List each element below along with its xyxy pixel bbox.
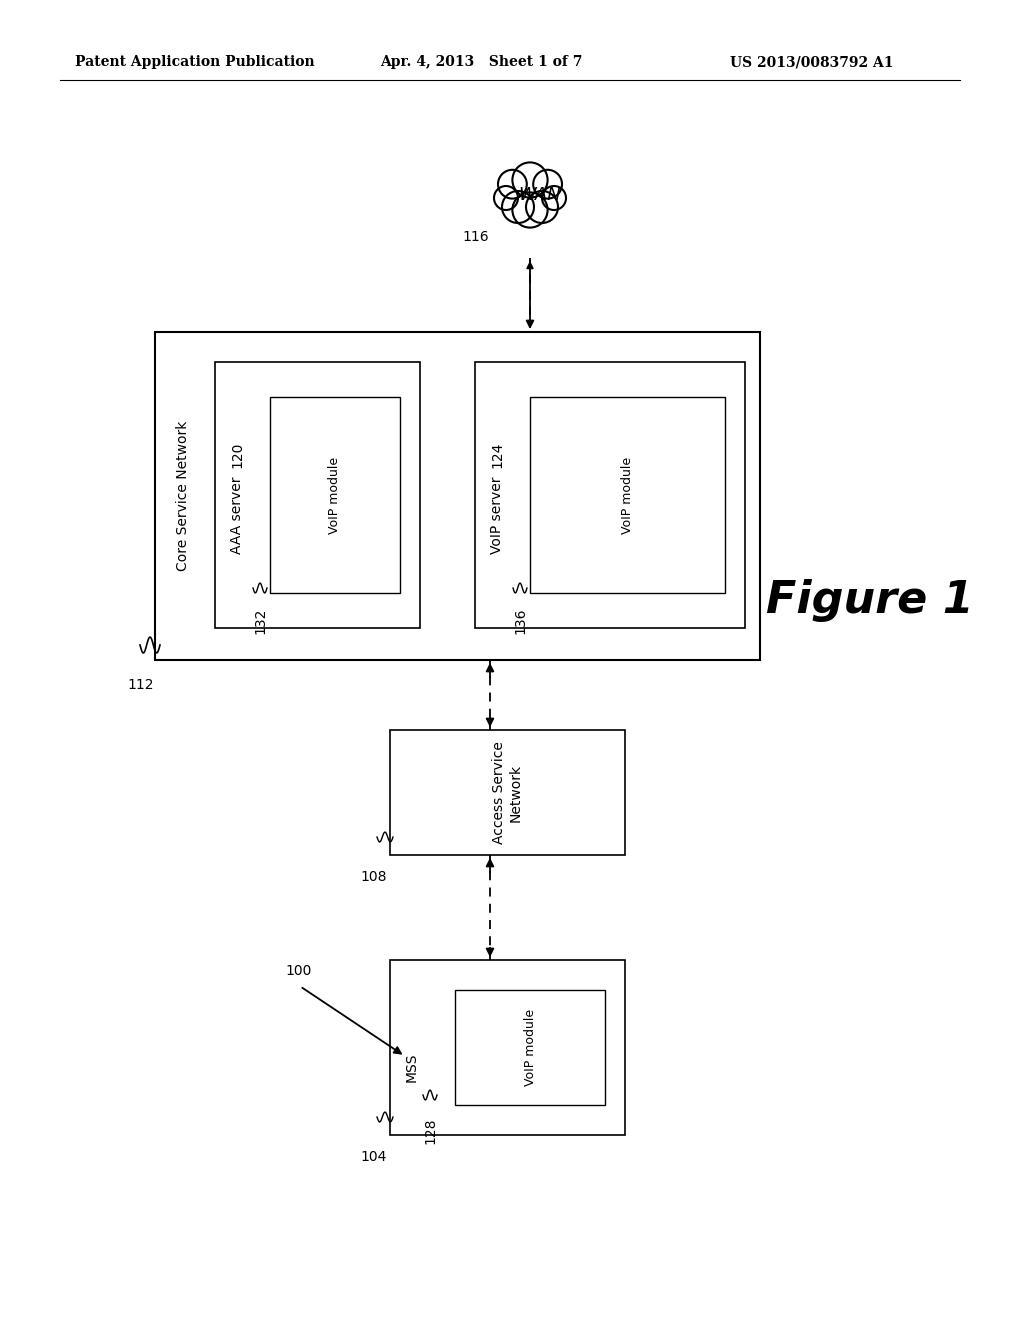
- Bar: [270, 397, 400, 593]
- Circle shape: [542, 186, 566, 210]
- Circle shape: [512, 193, 548, 227]
- Text: VoIP module: VoIP module: [523, 1008, 537, 1086]
- Circle shape: [526, 191, 558, 223]
- Text: Apr. 4, 2013   Sheet 1 of 7: Apr. 4, 2013 Sheet 1 of 7: [380, 55, 583, 69]
- Text: 104: 104: [360, 1150, 386, 1164]
- Circle shape: [494, 186, 518, 210]
- Circle shape: [534, 170, 562, 198]
- Bar: [390, 730, 625, 855]
- Text: VoIP module: VoIP module: [329, 457, 341, 533]
- Text: MSS: MSS: [406, 1053, 419, 1082]
- Text: 116: 116: [462, 230, 488, 244]
- Text: US 2013/0083792 A1: US 2013/0083792 A1: [730, 55, 894, 69]
- Circle shape: [498, 170, 526, 198]
- Text: AAA server: AAA server: [230, 477, 244, 554]
- Text: 124: 124: [490, 442, 504, 469]
- Circle shape: [502, 191, 534, 223]
- Text: 100: 100: [285, 964, 311, 978]
- Text: Access Service
Network: Access Service Network: [493, 741, 522, 843]
- Text: VoIP server: VoIP server: [490, 477, 504, 554]
- Text: 128: 128: [423, 1117, 437, 1143]
- Text: VoIP module: VoIP module: [621, 457, 634, 533]
- Text: Core Service Network: Core Service Network: [176, 421, 190, 572]
- Bar: [390, 960, 625, 1135]
- Text: 132: 132: [253, 609, 267, 635]
- Bar: [475, 362, 745, 628]
- Text: WAN: WAN: [518, 186, 561, 205]
- Bar: [155, 333, 760, 660]
- Bar: [530, 397, 725, 593]
- Text: 108: 108: [360, 870, 386, 884]
- Bar: [215, 362, 420, 628]
- Text: 136: 136: [513, 609, 527, 635]
- Text: Figure 1: Figure 1: [766, 578, 974, 622]
- Text: 112: 112: [127, 678, 154, 692]
- Circle shape: [512, 162, 548, 198]
- Text: 120: 120: [230, 442, 244, 469]
- Text: Patent Application Publication: Patent Application Publication: [75, 55, 314, 69]
- Bar: [455, 990, 605, 1105]
